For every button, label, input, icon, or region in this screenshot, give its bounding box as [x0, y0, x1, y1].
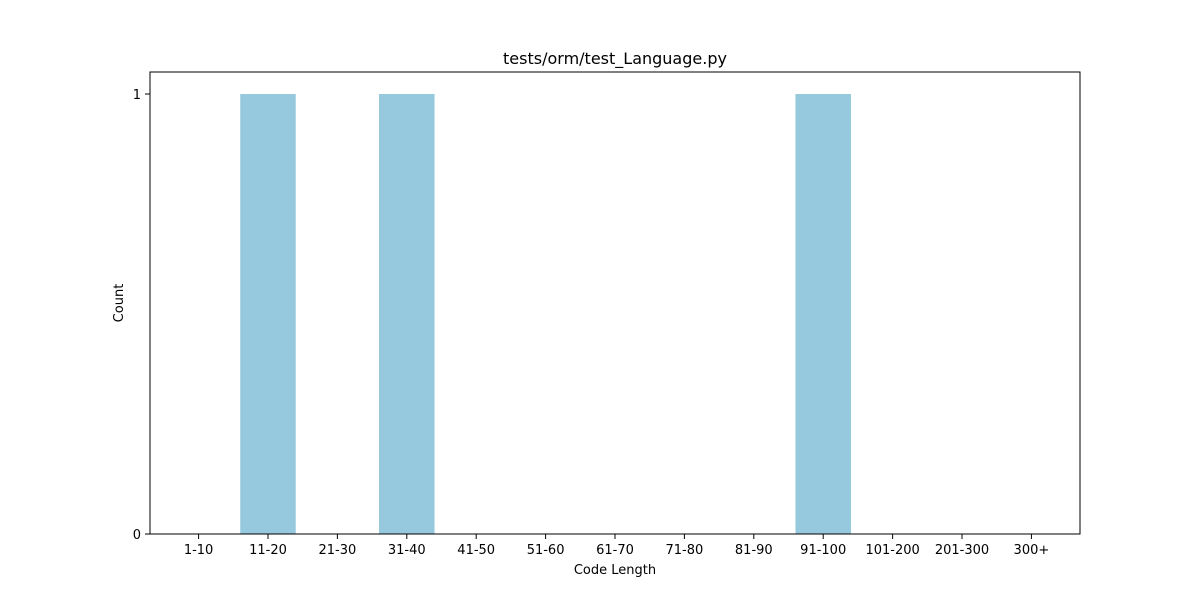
y-tick-label: 0 [133, 528, 141, 543]
x-axis-label: Code Length [574, 563, 656, 578]
x-tick-label: 201-300 [935, 543, 989, 558]
x-tick-label: 11-20 [249, 543, 287, 558]
x-tick-label: 41-50 [457, 543, 495, 558]
x-tick-label: 51-60 [527, 543, 565, 558]
x-tick-label: 81-90 [735, 543, 773, 558]
x-tick-label: 101-200 [865, 543, 919, 558]
bars [240, 94, 851, 534]
bar-31-40 [379, 94, 435, 534]
x-tick-label: 1-10 [184, 543, 214, 558]
bar-91-100 [795, 94, 851, 534]
y-axis-ticks: 01 [133, 88, 150, 543]
x-axis-ticks: 1-10 11-20 21-30 31-40 41-50 51-60 61-70 71-80 8… [184, 534, 1049, 558]
x-tick-label: 21-30 [318, 543, 356, 558]
x-tick-label: 300+ [1014, 543, 1050, 558]
bar-11-20 [240, 94, 296, 534]
x-tick-label: 71-80 [666, 543, 704, 558]
y-tick-label: 1 [133, 88, 141, 103]
y-axis-label: Count [112, 284, 127, 323]
x-tick-label: 91-100 [800, 543, 846, 558]
x-tick-label: 61-70 [596, 543, 634, 558]
chart-title: tests/orm/test_Language.py [503, 49, 727, 69]
x-tick-label: 31-40 [388, 543, 426, 558]
